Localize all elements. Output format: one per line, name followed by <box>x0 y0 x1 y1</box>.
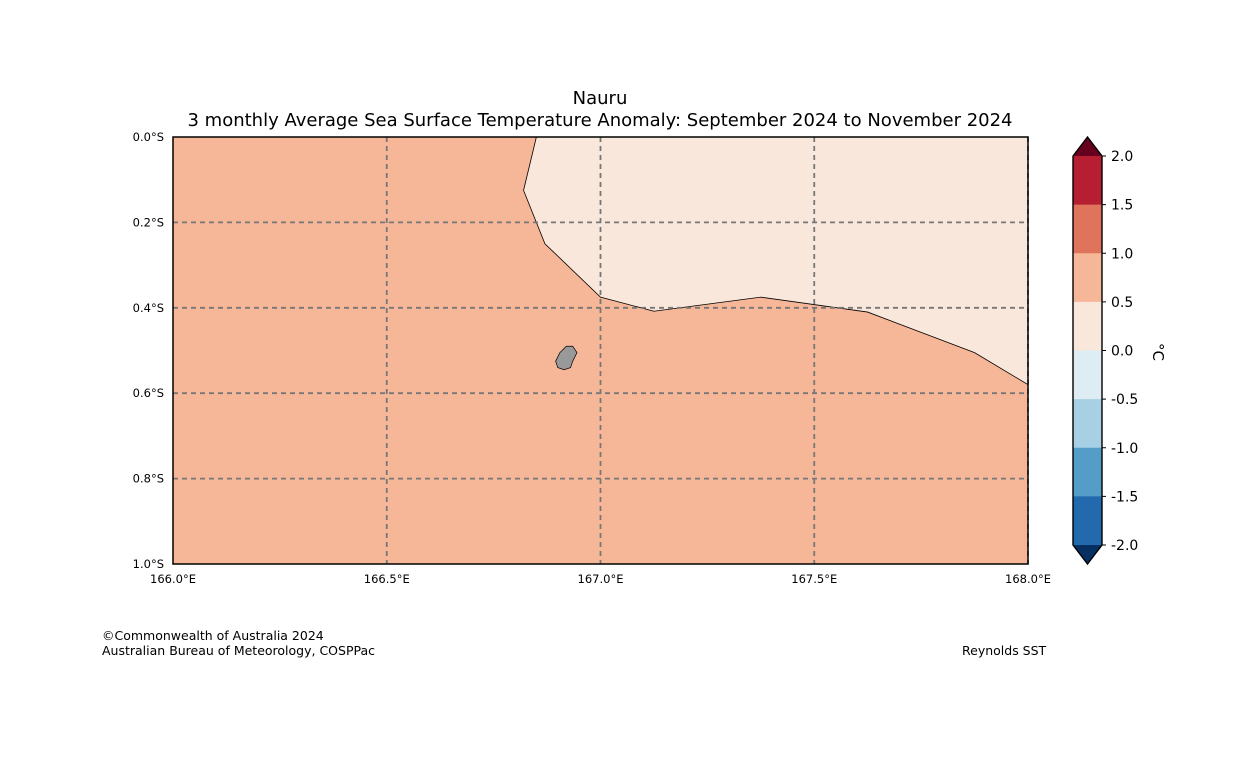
colorbar-band <box>1073 399 1102 449</box>
colorbar-tick-label: -1.0 <box>1111 441 1138 457</box>
colorbar-over-arrow <box>1073 137 1102 156</box>
colorbar-tick-label: -0.5 <box>1111 392 1138 408</box>
colorbar-tick-label: 1.5 <box>1111 198 1133 214</box>
lat-tick-label: 0.6°S <box>133 386 164 400</box>
map-subtitle: 3 monthly Average Sea Surface Temperatur… <box>187 110 1013 131</box>
lon-tick-label: 166.0°E <box>150 572 196 586</box>
lat-tick-label: 0.0°S <box>133 130 164 144</box>
agency-text: Australian Bureau of Meteorology, COSPPa… <box>102 643 375 658</box>
colorbar-band <box>1073 301 1102 351</box>
colorbar: 2.0 1.5 1.0 0.5 0.0 -0.5 -1.0 -1.5 -2.0 °C <box>1072 135 1167 566</box>
colorbar-band <box>1073 496 1102 546</box>
copyright-text: ©Commonwealth of Australia 2024 <box>102 628 324 643</box>
colorbar-under-arrow <box>1073 545 1102 564</box>
colorbar-band <box>1073 447 1102 497</box>
colorbar-tick-label: 0.0 <box>1111 344 1133 360</box>
colorbar-tick-label: -2.0 <box>1111 538 1138 554</box>
contour-line <box>523 136 1029 386</box>
colorbar-tick-label: 0.5 <box>1111 295 1133 311</box>
data-source-text: Reynolds SST <box>962 643 1047 658</box>
lon-tick-label: 168.0°E <box>1005 572 1051 586</box>
colorbar-band <box>1073 156 1102 206</box>
lat-tick-label: 0.2°S <box>133 215 164 229</box>
colorbar-tick-label: 2.0 <box>1111 149 1133 165</box>
island-nauru <box>555 345 578 371</box>
colorbar-unit-label: °C <box>1149 343 1167 361</box>
lon-tick-label: 167.5°E <box>791 572 837 586</box>
colorbar-band <box>1073 350 1102 400</box>
lat-tick-label: 0.4°S <box>133 301 164 315</box>
lon-tick-label: 166.5°E <box>364 572 410 586</box>
colorbar-tick-label: 1.0 <box>1111 246 1133 262</box>
lat-tick-label: 1.0°S <box>133 557 164 571</box>
map-layer: 166.0°E 166.5°E 167.0°E 167.5°E 168.0°E 0.0°S… <box>133 130 1051 586</box>
credit-block: ©Commonwealth of Australia 2024 Australi… <box>102 628 375 658</box>
anomaly-fill-warm-region <box>523 137 1028 385</box>
map-frame <box>172 136 1029 565</box>
lat-tick-label: 0.8°S <box>133 472 164 486</box>
colorbar-band <box>1073 204 1102 254</box>
lon-tick-label: 167.0°E <box>578 572 624 586</box>
map-title: Nauru <box>572 88 628 109</box>
colorbar-tick-label: -1.5 <box>1111 489 1138 505</box>
colorbar-band <box>1073 253 1102 303</box>
